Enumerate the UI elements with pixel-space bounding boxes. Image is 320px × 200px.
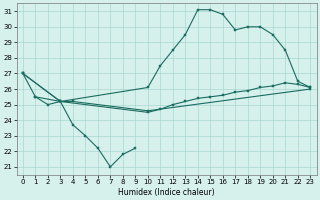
X-axis label: Humidex (Indice chaleur): Humidex (Indice chaleur) [118, 188, 215, 197]
